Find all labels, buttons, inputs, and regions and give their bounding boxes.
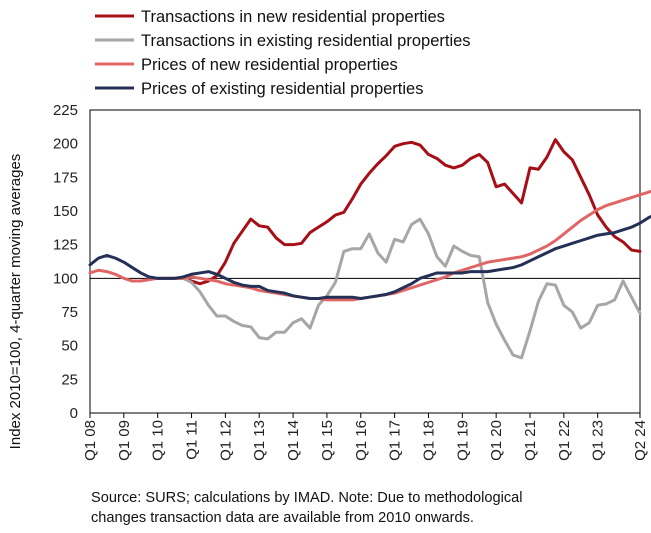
x-tick-label: Q1 21 xyxy=(522,420,539,461)
source-note-line-2: changes transaction data are available f… xyxy=(91,510,474,526)
source-note-line-1: Source: SURS; calculations by IMAD. Note… xyxy=(91,490,523,506)
x-tick-label: Q1 20 xyxy=(488,420,505,461)
y-tick-label: 75 xyxy=(61,304,78,321)
x-tick-label: Q1 08 xyxy=(82,420,99,461)
y-tick-label: 50 xyxy=(61,338,78,355)
y-tick-label: 100 xyxy=(53,270,78,287)
source-note: Source: SURS; calculations by IMAD. Note… xyxy=(91,488,646,528)
x-tick-label: Q1 18 xyxy=(420,420,437,461)
x-tick-label: Q1 10 xyxy=(150,420,167,461)
legend-label: Transactions in existing residential pro… xyxy=(141,32,471,50)
plot-area xyxy=(89,109,641,414)
y-tick-label: 125 xyxy=(53,237,78,254)
legend-label: Transactions in new residential properti… xyxy=(141,8,445,26)
x-tick-label: Q1 16 xyxy=(353,420,370,461)
series-line-3 xyxy=(88,189,651,302)
y-tick-label: 25 xyxy=(61,371,78,388)
x-axis-ticks: Q1 08 Q1 09 Q1 10 Q1 11 Q1 12 Q1 13 Q1 14 Q1 15… xyxy=(82,413,649,461)
y-tick-label: 0 xyxy=(70,405,78,422)
x-tick-label: Q1 19 xyxy=(454,420,471,461)
series-lines xyxy=(88,138,651,360)
x-tick-label: Q1 17 xyxy=(387,420,404,461)
y-tick-label: 150 xyxy=(53,203,78,220)
x-tick-label: Q1 15 xyxy=(319,420,336,461)
x-tick-label: Q1 14 xyxy=(285,420,302,461)
series-line-2 xyxy=(156,217,642,360)
x-tick-label: Q1 12 xyxy=(217,420,234,461)
x-tick-label: Q1 22 xyxy=(556,420,573,461)
line-chart: Transactions in new residential properti… xyxy=(7,8,651,461)
x-tick-label: Q1 23 xyxy=(590,420,607,461)
x-tick-label: Q2 24 xyxy=(632,420,649,461)
y-tick-label: 175 xyxy=(53,169,78,186)
x-tick-label: Q1 09 xyxy=(116,420,133,461)
legend-label: Prices of new residential properties xyxy=(141,56,398,74)
x-tick-label: Q1 13 xyxy=(251,420,268,461)
y-tick-label: 200 xyxy=(53,136,78,153)
y-tick-label: 225 xyxy=(53,102,78,119)
x-tick-label: Q1 11 xyxy=(184,420,201,460)
legend-label: Prices of existing residential propertie… xyxy=(141,80,423,98)
series-line-1 xyxy=(156,138,642,286)
y-axis-ticks: 0 25 50 75 100 125 150 175 200 225 xyxy=(53,102,78,422)
y-axis-label: Index 2010=100, 4-quarter moving average… xyxy=(7,154,24,450)
legend: Transactions in new residential properti… xyxy=(95,8,471,98)
series-line-4 xyxy=(88,214,651,301)
